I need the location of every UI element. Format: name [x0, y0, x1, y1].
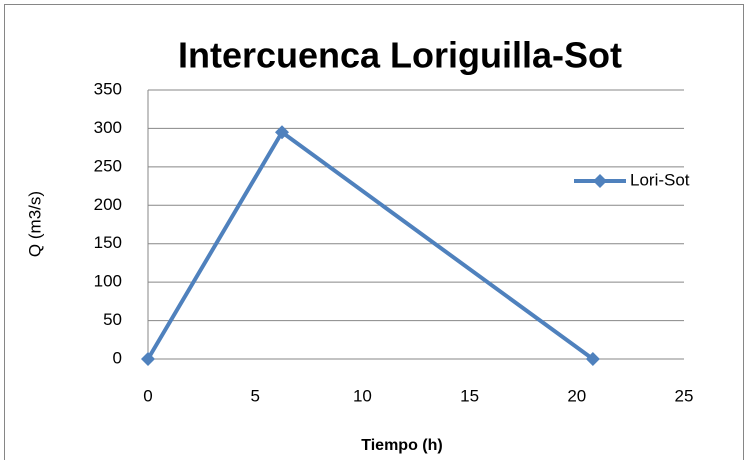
- data-point: [275, 125, 289, 140]
- y-tick-label: 50: [103, 310, 122, 329]
- chart-title: Intercuenca Loriguilla-Sot: [178, 35, 622, 76]
- x-tick-label: 5: [250, 386, 259, 405]
- x-tick-label: 10: [353, 386, 372, 405]
- data-point: [585, 352, 600, 366]
- chart-border: [4, 4, 744, 460]
- x-tick-label: 20: [567, 386, 586, 405]
- y-axis-label: Q (m3/s): [25, 191, 44, 257]
- legend-marker: [593, 174, 607, 188]
- x-tick-label: 0: [143, 386, 152, 405]
- y-tick-label: 150: [94, 233, 122, 252]
- y-tick-label: 350: [94, 79, 122, 98]
- data-point: [141, 352, 155, 366]
- y-tick-label: 100: [94, 272, 122, 291]
- y-tick-label: 0: [113, 348, 122, 367]
- x-tick-label: 15: [460, 386, 479, 405]
- y-tick-label: 300: [94, 118, 122, 137]
- y-tick-label: 250: [94, 156, 122, 175]
- x-axis-label: Tiempo (h): [361, 437, 442, 454]
- x-tick-label: 25: [675, 386, 694, 405]
- legend-label: Lori-Sot: [630, 170, 690, 189]
- y-tick-label: 200: [94, 195, 122, 214]
